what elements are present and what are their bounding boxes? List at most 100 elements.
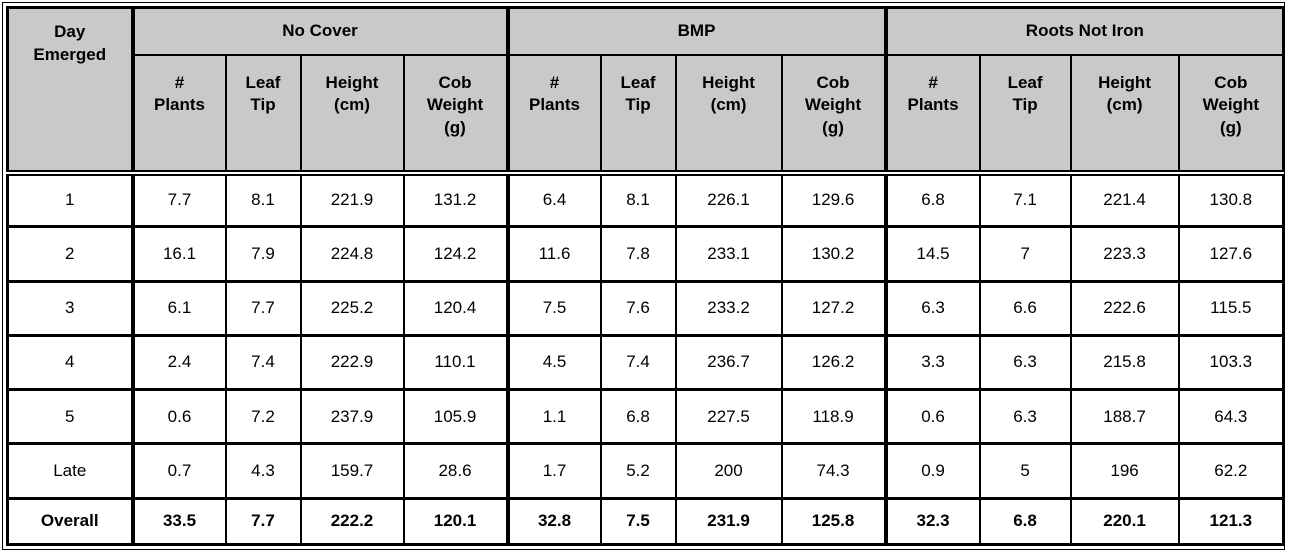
column-header-height: Height (cm) [1069,53,1180,176]
group-header-row: Day Emerged No Cover BMP Roots Not Iron [6,6,1285,176]
cell: 222.6 [1069,279,1180,337]
cell: 121.3 [1177,496,1285,547]
table-row-day-5: 5 0.6 7.2 237.9 105.9 1.1 6.8 227.5 118.… [6,388,1285,446]
cell: 0.6 [883,388,981,446]
cell: 7.5 [599,496,677,547]
cell: 129.6 [780,170,887,229]
cell: 32.3 [883,496,981,547]
cell: 222.9 [299,333,405,392]
cell: 200 [674,442,783,500]
table-row-day-2: 2 16.1 7.9 224.8 124.2 11.6 7.8 233.1 13… [6,225,1285,283]
column-header-plants: # Plants [883,53,981,176]
cell: 6.3 [883,279,981,337]
cell: 3.3 [883,333,981,392]
cell: 2.4 [130,333,227,392]
group-header-bmp: BMP [505,6,887,56]
group-header-no-cover: No Cover [130,6,509,56]
cell: 236.7 [674,333,783,392]
cell: 28.6 [402,442,509,500]
cell: 124.2 [402,225,509,283]
cell: 226.1 [674,170,783,229]
cell: 0.9 [883,442,981,500]
cell: 6.3 [978,388,1072,446]
cell: 6.1 [130,279,227,337]
cell: 11.6 [505,225,602,283]
row-label: 2 [6,225,135,283]
column-header-plants: # Plants [130,53,227,176]
cell: 16.1 [130,225,227,283]
cell: 222.2 [299,496,405,547]
cell: 188.7 [1069,388,1180,446]
cell: 7.7 [224,496,302,547]
cell: 196 [1069,442,1180,500]
cell: 120.4 [402,279,509,337]
cell: 118.9 [780,388,887,446]
column-header-cob-weight: Cob Weight (g) [780,53,887,176]
cell: 125.8 [780,496,887,547]
cell: 233.2 [674,279,783,337]
cell: 7.5 [505,279,602,337]
cell: 131.2 [402,170,509,229]
cell: 6.8 [883,170,981,229]
cell: 224.8 [299,225,405,283]
row-label: 5 [6,388,135,446]
cell: 6.8 [599,388,677,446]
cell: 7.7 [224,279,302,337]
cell: 130.8 [1177,170,1285,229]
cell: 105.9 [402,388,509,446]
row-label: 3 [6,279,135,337]
cell: 130.2 [780,225,887,283]
cell: 7.7 [130,170,227,229]
cell: 237.9 [299,388,405,446]
row-label: 1 [6,170,135,229]
column-header-height: Height (cm) [299,53,405,176]
cell: 7.8 [599,225,677,283]
table-row-day-1: 1 7.7 8.1 221.9 131.2 6.4 8.1 226.1 129.… [6,170,1285,229]
table-row-late: Late 0.7 4.3 159.7 28.6 1.7 5.2 200 74.3… [6,442,1285,500]
cell: 74.3 [780,442,887,500]
table-row-overall: Overall 33.5 7.7 222.2 120.1 32.8 7.5 23… [6,496,1285,547]
cell: 7.6 [599,279,677,337]
cell: 127.2 [780,279,887,337]
column-header-cob-weight: Cob Weight (g) [1177,53,1285,176]
cell: 6.3 [978,333,1072,392]
cell: 5.2 [599,442,677,500]
cell: 127.6 [1177,225,1285,283]
cell: 33.5 [130,496,227,547]
cell: 7.1 [978,170,1072,229]
cell: 110.1 [402,333,509,392]
cell: 159.7 [299,442,405,500]
column-header-plants: # Plants [505,53,602,176]
cell: 233.1 [674,225,783,283]
cell: 115.5 [1177,279,1285,337]
emergence-results-table: Day Emerged No Cover BMP Roots Not Iron … [6,6,1286,547]
cell: 64.3 [1177,388,1285,446]
cell: 126.2 [780,333,887,392]
cell: 7.9 [224,225,302,283]
cell: 7.2 [224,388,302,446]
cell: 6.6 [978,279,1072,337]
table-header: Day Emerged No Cover BMP Roots Not Iron … [6,6,1285,176]
cell: 6.4 [505,170,602,229]
column-header-cob-weight: Cob Weight (g) [402,53,509,176]
column-header-leaf-tip: Leaf Tip [978,53,1072,176]
cell: 32.8 [505,496,602,547]
cell: 1.7 [505,442,602,500]
column-header-row: # Plants Leaf Tip Height (cm) Cob Weight… [8,53,1285,176]
group-header-roots-not-iron: Roots Not Iron [883,6,1285,56]
cell: 227.5 [674,388,783,446]
row-label: Late [6,442,135,500]
cell: 4.3 [224,442,302,500]
table-body: 1 7.7 8.1 221.9 131.2 6.4 8.1 226.1 129.… [6,170,1285,547]
cell: 4.5 [505,333,602,392]
cell: 221.4 [1069,170,1180,229]
row-label: 4 [6,333,135,392]
cell: 0.7 [130,442,227,500]
cell: 221.9 [299,170,405,229]
corner-header-day-emerged: Day Emerged [6,6,135,176]
row-label: Overall [6,496,135,547]
column-header-height: Height (cm) [674,53,783,176]
cell: 120.1 [402,496,509,547]
cell: 231.9 [674,496,783,547]
cell: 8.1 [224,170,302,229]
